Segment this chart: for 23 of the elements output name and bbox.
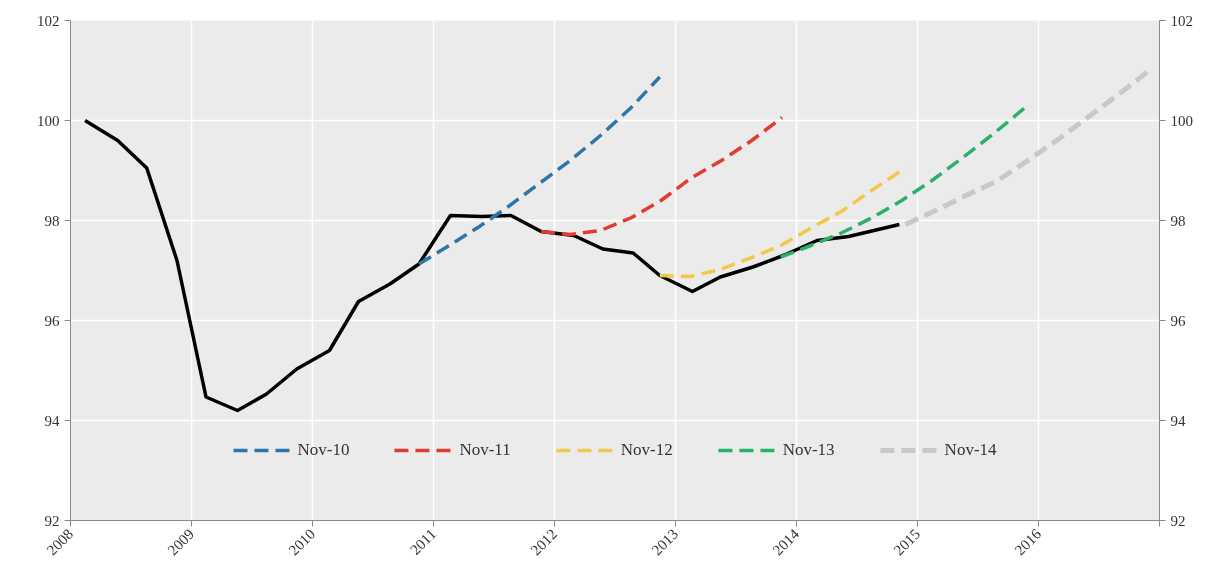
line-series bbox=[779, 105, 1027, 259]
y-tick-label: 94 bbox=[44, 412, 60, 429]
y2-tick-label: 92 bbox=[1170, 512, 1186, 529]
line-series bbox=[83, 118, 902, 413]
legend-label: Nov-13 bbox=[782, 440, 835, 460]
x-tick-label: 2011 bbox=[407, 525, 440, 558]
legend-label: Nov-11 bbox=[459, 440, 511, 460]
y2-tick-label: 98 bbox=[1170, 212, 1186, 229]
y-tick-label: 98 bbox=[44, 212, 60, 229]
y-tick-label: 96 bbox=[44, 312, 60, 329]
y2-tick-label: 96 bbox=[1170, 312, 1186, 329]
y-tick-label: 92 bbox=[44, 512, 60, 529]
line-series bbox=[539, 115, 784, 237]
line-series bbox=[417, 75, 662, 266]
legend-label: Nov-10 bbox=[297, 440, 350, 460]
legend-label: Nov-14 bbox=[944, 440, 997, 460]
y2-tick-label: 100 bbox=[1170, 112, 1193, 129]
y2-tick-label: 102 bbox=[1170, 12, 1193, 29]
line-series bbox=[658, 166, 908, 279]
y2-tick-label: 94 bbox=[1170, 412, 1186, 429]
y-tick-label: 102 bbox=[37, 12, 60, 29]
legend-label: Nov-12 bbox=[620, 440, 673, 460]
y-tick-label: 100 bbox=[37, 112, 60, 129]
